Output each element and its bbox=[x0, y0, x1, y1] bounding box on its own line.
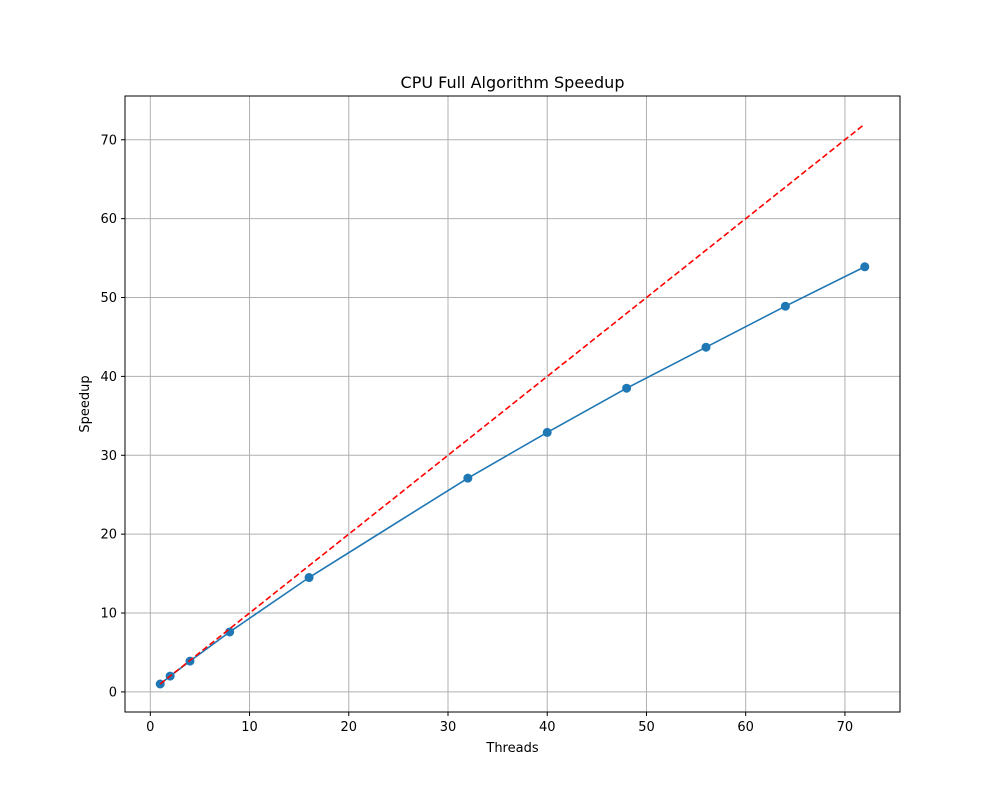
x-tick-label: 20 bbox=[340, 720, 357, 735]
x-tick-label: 50 bbox=[638, 720, 655, 735]
y-tick-label: 50 bbox=[100, 291, 117, 306]
y-tick-label: 40 bbox=[100, 370, 117, 385]
plot-frame bbox=[124, 95, 901, 713]
series-0-point bbox=[542, 427, 552, 437]
series-0-point bbox=[622, 383, 632, 393]
series-0-point bbox=[860, 262, 870, 272]
series-0-point bbox=[304, 573, 314, 583]
chart-title: CPU Full Algorithm Speedup bbox=[401, 73, 625, 92]
series-1-line bbox=[159, 123, 866, 685]
y-tick-label: 20 bbox=[100, 528, 117, 543]
y-tick-label: 30 bbox=[100, 449, 117, 464]
x-axis-label: Threads bbox=[485, 741, 538, 756]
series-0-point bbox=[780, 301, 790, 311]
series-0-point bbox=[701, 342, 711, 352]
y-tick-label: 0 bbox=[109, 685, 117, 700]
grid-lines bbox=[125, 96, 900, 712]
y-tick-label: 10 bbox=[100, 607, 117, 622]
x-tick-label: 0 bbox=[146, 720, 154, 735]
x-tick-label: 30 bbox=[440, 720, 457, 735]
x-tick-label: 60 bbox=[737, 720, 754, 735]
series-0-point bbox=[463, 473, 473, 483]
y-tick-label: 70 bbox=[100, 133, 117, 148]
series-layer bbox=[155, 123, 870, 689]
x-tick-label: 70 bbox=[837, 720, 854, 735]
x-tick-label: 40 bbox=[539, 720, 556, 735]
y-axis-label: Speedup bbox=[78, 375, 93, 432]
x-tick-label: 10 bbox=[241, 720, 258, 735]
y-tick-label: 60 bbox=[100, 212, 117, 227]
tick-layer: 0 10 20 30 40 50 60 70 0 10 20 30 40 50 60 70 bbox=[100, 133, 853, 735]
